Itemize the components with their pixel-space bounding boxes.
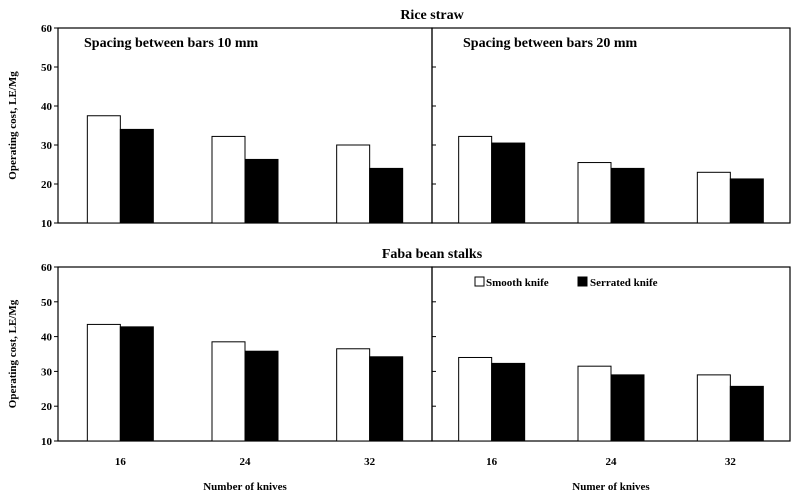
bar-smooth-knife-16 [458, 135, 493, 224]
bar-smooth-knife-24 [211, 135, 246, 224]
panel-title: Spacing between bars 20 mm [463, 36, 638, 51]
chart-panel-1: 10 20 30 40 50 60 Operating cost, LE/Mg Spacing… [7, 23, 433, 230]
chart-panel-2: Spacing between bars 20 mm [431, 27, 791, 224]
bar-smooth-knife-24 [577, 365, 612, 442]
chart-panels: 10 20 30 40 50 60 Operating cost, LE/Mg Spacing… [7, 23, 791, 493]
y-tick-label: 30 [41, 140, 53, 152]
bar-serrated-knife-16 [119, 326, 154, 442]
x-tick-label: 24 [240, 456, 252, 468]
x-axis-label: Number of knives [203, 481, 287, 493]
panel-title: Spacing between bars 10 mm [84, 36, 259, 51]
bar-serrated-knife-16 [491, 362, 526, 442]
x-tick-label: 16 [486, 456, 498, 468]
bar-smooth-knife-24 [211, 341, 246, 442]
y-axis-label: Operating cost, LE/Mg [7, 71, 19, 180]
legend-label-smooth-knife: Smooth knife [486, 277, 549, 289]
bar-serrated-knife-32 [369, 167, 404, 224]
x-axis-label: Numer of knives [572, 481, 650, 493]
x-tick-label: 32 [725, 456, 737, 468]
chart-panel-3: 10 20 30 40 50 60 Operating cost, LE/Mg 16 24 32 N… [7, 262, 433, 493]
legend-label-serrated-knife: Serrated knife [590, 277, 658, 289]
bar-smooth-knife-24 [577, 162, 612, 224]
bar-serrated-knife-24 [610, 374, 645, 442]
group-title-faba-bean-stalks: Faba bean stalks [382, 247, 483, 262]
y-axis-label: Operating cost, LE/Mg [7, 299, 19, 408]
bar-serrated-knife-24 [244, 158, 279, 224]
x-tick-label: 16 [115, 456, 127, 468]
y-tick-label: 50 [41, 297, 53, 309]
bar-serrated-knife-32 [729, 178, 764, 224]
y-tick-label: 20 [41, 401, 53, 413]
bar-serrated-knife-32 [729, 385, 764, 442]
chart-panel-4: 16 24 32 Numer of knives [431, 266, 791, 493]
bar-smooth-knife-16 [458, 356, 493, 442]
bar-smooth-knife-16 [86, 323, 121, 442]
x-tick-label: 24 [606, 456, 618, 468]
bar-smooth-knife-32 [696, 374, 731, 442]
y-tick-label: 20 [41, 179, 53, 191]
y-tick-label: 30 [41, 366, 53, 378]
y-tick-label: 50 [41, 62, 53, 74]
legend-swatch-serrated-knife [577, 276, 588, 287]
bar-serrated-knife-16 [491, 142, 526, 224]
bar-smooth-knife-32 [696, 171, 731, 224]
y-tick-label: 40 [41, 101, 53, 113]
bar-smooth-knife-32 [336, 348, 371, 442]
bar-smooth-knife-32 [336, 144, 371, 224]
y-tick-label: 60 [41, 262, 53, 274]
group-title-rice-straw: Rice straw [400, 8, 464, 23]
bar-serrated-knife-24 [610, 167, 645, 224]
x-tick-label: 32 [364, 456, 376, 468]
bar-serrated-knife-32 [369, 356, 404, 442]
y-tick-label: 40 [41, 332, 53, 344]
y-tick-label: 60 [41, 23, 53, 35]
bar-serrated-knife-24 [244, 350, 279, 442]
y-tick-label: 10 [41, 218, 53, 230]
bar-serrated-knife-16 [119, 128, 154, 224]
bar-smooth-knife-16 [86, 115, 121, 224]
legend-swatch-smooth-knife [474, 276, 485, 287]
legend: Smooth knife Serrated knife [474, 276, 658, 289]
y-tick-label: 10 [41, 436, 53, 448]
